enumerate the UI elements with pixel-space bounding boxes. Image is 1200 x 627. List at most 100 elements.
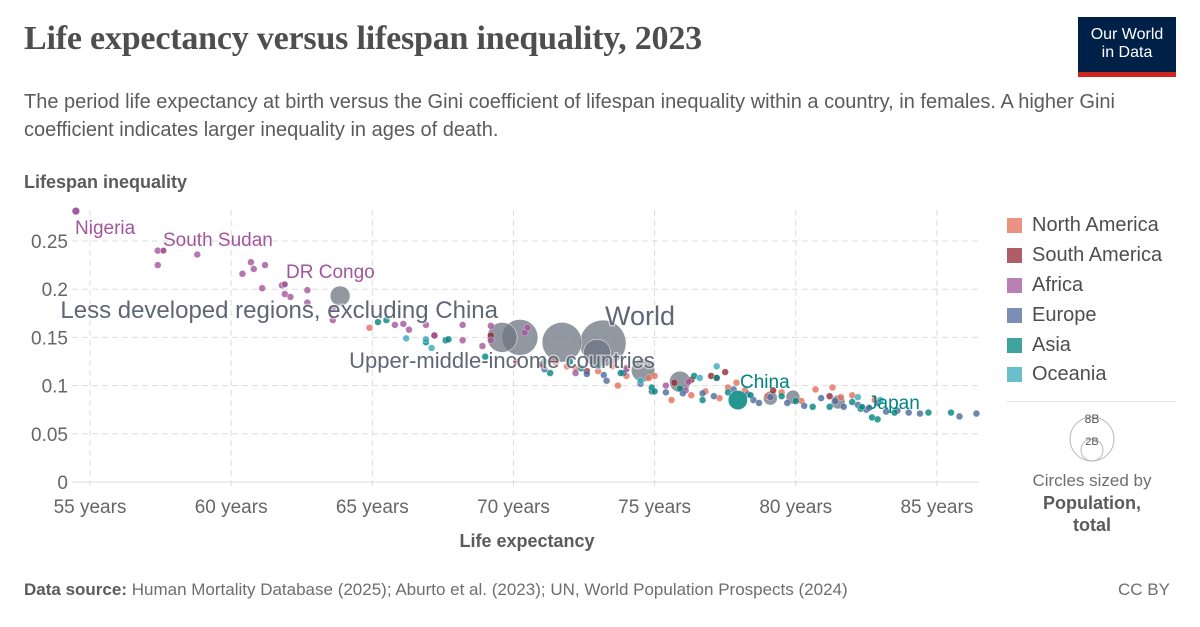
data-point-europe[interactable] <box>600 371 608 379</box>
data-point-asia[interactable] <box>566 357 574 366</box>
aggregate-bubble[interactable] <box>329 285 351 307</box>
data-point-africa[interactable] <box>281 290 289 298</box>
data-point-europe[interactable] <box>583 370 591 378</box>
data-point-africa[interactable] <box>250 265 258 273</box>
data-point-north-america[interactable] <box>667 396 676 404</box>
data-point-africa[interactable] <box>422 321 430 329</box>
data-point-europe[interactable] <box>905 409 913 417</box>
data-point-asia[interactable] <box>382 316 390 324</box>
data-point-europe[interactable] <box>603 377 611 385</box>
data-point-africa[interactable] <box>459 336 467 344</box>
data-point-north-america[interactable] <box>828 383 836 392</box>
data-point-africa[interactable] <box>405 326 413 334</box>
data-point-europe[interactable] <box>840 403 848 411</box>
data-point-africa[interactable] <box>193 250 201 259</box>
data-point-north-america[interactable] <box>732 379 741 387</box>
data-point-oceania[interactable] <box>854 393 862 401</box>
data-point-africa[interactable] <box>487 336 495 344</box>
legend-item-europe[interactable]: Europe <box>1007 300 1162 330</box>
data-point-europe[interactable] <box>540 365 549 373</box>
data-point-africa[interactable] <box>258 284 266 292</box>
aggregate-bubble[interactable] <box>541 322 583 363</box>
data-point-asia[interactable] <box>778 392 786 400</box>
data-point-asia[interactable] <box>617 369 625 377</box>
country-point[interactable] <box>71 207 80 216</box>
data-point-europe[interactable] <box>916 410 924 418</box>
legend-item-asia[interactable]: Asia <box>1007 330 1162 360</box>
data-point-africa[interactable] <box>524 324 532 332</box>
legend-item-south-america[interactable]: South America <box>1007 241 1162 271</box>
data-point-africa[interactable] <box>261 261 269 269</box>
data-point-asia[interactable] <box>594 362 602 370</box>
data-point-south-america[interactable] <box>721 368 729 376</box>
data-point-asia[interactable] <box>699 396 707 404</box>
data-point-africa[interactable] <box>684 378 693 386</box>
data-point-asia[interactable] <box>713 374 721 382</box>
data-point-africa[interactable] <box>329 316 337 324</box>
data-point-north-america[interactable] <box>365 324 374 332</box>
data-point-asia[interactable] <box>546 369 554 377</box>
aggregate-bubble[interactable] <box>486 322 518 353</box>
data-point-asia[interactable] <box>874 415 882 423</box>
data-point-africa[interactable] <box>662 382 670 390</box>
data-point-north-america[interactable] <box>651 372 659 380</box>
data-point-asia[interactable] <box>724 388 732 396</box>
country-point[interactable] <box>858 403 866 411</box>
data-point-asia[interactable] <box>481 353 489 361</box>
data-point-europe[interactable] <box>972 410 980 418</box>
data-point-north-america[interactable] <box>687 391 695 399</box>
data-point-oceania[interactable] <box>422 335 430 343</box>
data-point-africa[interactable] <box>154 261 162 269</box>
data-point-south-america[interactable] <box>769 386 777 394</box>
data-point-north-america[interactable] <box>614 382 622 390</box>
data-point-north-america[interactable] <box>608 362 616 370</box>
data-point-africa[interactable] <box>572 369 580 377</box>
data-point-south-america[interactable] <box>549 356 557 364</box>
data-point-south-america[interactable] <box>826 392 834 400</box>
data-point-africa[interactable] <box>459 321 467 329</box>
data-point-asia[interactable] <box>792 397 800 405</box>
data-point-asia[interactable] <box>676 384 684 393</box>
legend-item-oceania[interactable]: Oceania <box>1007 360 1162 390</box>
data-point-asia[interactable] <box>924 409 932 417</box>
data-point-oceania[interactable] <box>540 357 549 366</box>
data-point-asia[interactable] <box>747 391 755 399</box>
owid-logo[interactable]: Our World in Data <box>1078 17 1176 77</box>
source-text[interactable]: Human Mortality Database (2025); Aburto … <box>131 580 848 599</box>
data-point-europe[interactable] <box>955 412 964 420</box>
data-point-oceania[interactable] <box>876 396 884 404</box>
data-point-oceania[interactable] <box>696 374 704 382</box>
data-point-africa[interactable] <box>247 258 255 266</box>
data-point-europe[interactable] <box>831 397 839 405</box>
data-point-asia[interactable] <box>374 318 382 326</box>
data-point-asia[interactable] <box>891 409 899 417</box>
data-point-europe[interactable] <box>710 392 718 400</box>
data-point-africa[interactable] <box>399 320 407 328</box>
data-point-oceania[interactable] <box>402 334 410 342</box>
data-point-asia[interactable] <box>947 409 955 417</box>
legend-item-north-america[interactable]: North America <box>1007 211 1162 241</box>
data-point-north-america[interactable] <box>837 393 845 401</box>
data-point-africa[interactable] <box>487 322 495 330</box>
data-point-europe[interactable] <box>865 404 873 412</box>
data-point-africa[interactable] <box>478 342 486 350</box>
country-point[interactable] <box>159 247 167 255</box>
data-point-europe[interactable] <box>817 394 825 402</box>
data-point-south-america[interactable] <box>512 357 520 366</box>
data-point-africa[interactable] <box>391 321 399 329</box>
data-point-oceania[interactable] <box>713 362 721 370</box>
data-point-europe[interactable] <box>800 402 808 410</box>
data-point-europe[interactable] <box>783 399 791 407</box>
data-point-asia[interactable] <box>651 387 659 395</box>
data-point-oceania[interactable] <box>636 377 645 385</box>
data-point-asia[interactable] <box>809 403 817 411</box>
country-point[interactable] <box>728 390 748 410</box>
data-point-africa[interactable] <box>238 270 246 278</box>
license[interactable]: CC BY <box>1118 580 1170 599</box>
data-point-europe[interactable] <box>766 393 774 401</box>
data-point-asia[interactable] <box>848 398 856 406</box>
data-point-asia[interactable] <box>577 364 585 372</box>
country-point[interactable] <box>281 280 289 288</box>
data-point-africa[interactable] <box>303 286 311 294</box>
data-point-europe[interactable] <box>699 389 707 397</box>
